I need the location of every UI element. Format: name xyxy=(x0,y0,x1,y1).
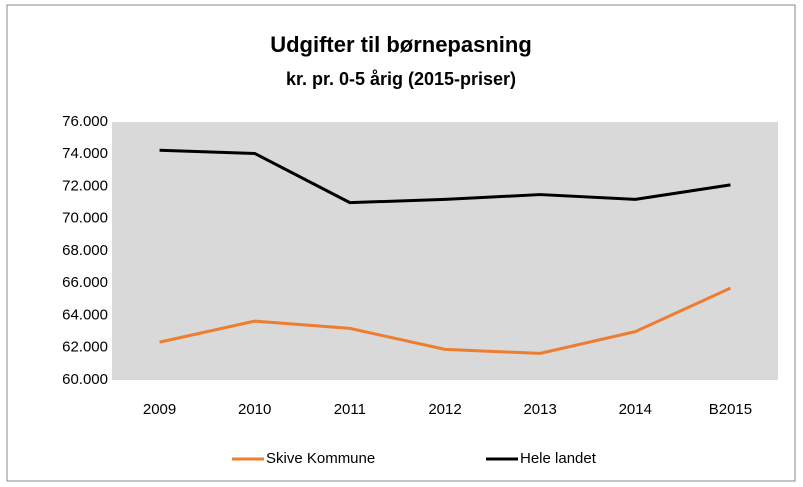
x-tick-label: 2011 xyxy=(334,401,366,418)
chart-title: Udgifter til børnepasning xyxy=(270,32,532,57)
x-tick-label: B2015 xyxy=(709,401,752,418)
y-tick-label: 66.000 xyxy=(62,274,108,291)
y-tick-label: 74.000 xyxy=(62,145,108,162)
legend-label: Hele landet xyxy=(520,450,597,467)
series-line xyxy=(159,286,732,355)
x-tick-label: 2012 xyxy=(428,401,461,418)
legend-label: Skive Kommune xyxy=(266,450,375,467)
y-tick-label: 76.000 xyxy=(62,113,108,130)
chart-subtitle: kr. pr. 0-5 årig (2015-priser) xyxy=(286,69,516,89)
y-tick-label: 60.000 xyxy=(62,371,108,388)
x-tick-label: 2009 xyxy=(143,401,176,418)
y-tick-label: 68.000 xyxy=(62,242,108,259)
y-tick-label: 62.000 xyxy=(62,339,108,356)
x-tick-label: 2010 xyxy=(238,401,271,418)
y-tick-label: 70.000 xyxy=(62,210,108,227)
y-tick-label: 72.000 xyxy=(62,177,108,194)
y-tick-label: 64.000 xyxy=(62,306,108,323)
series-line xyxy=(159,148,731,205)
plot-area xyxy=(112,122,778,380)
x-tick-label: 2013 xyxy=(523,401,556,418)
x-tick-label: 2014 xyxy=(619,401,652,418)
